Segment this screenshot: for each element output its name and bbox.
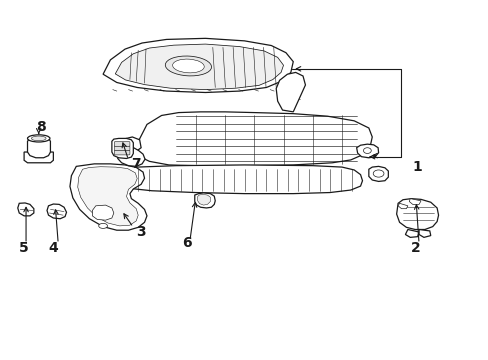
FancyBboxPatch shape: [114, 146, 130, 150]
Polygon shape: [70, 164, 147, 230]
FancyBboxPatch shape: [114, 150, 130, 155]
Polygon shape: [115, 44, 283, 90]
Polygon shape: [396, 199, 438, 229]
Polygon shape: [194, 193, 215, 208]
Text: 8: 8: [36, 120, 45, 134]
Polygon shape: [368, 166, 387, 181]
Polygon shape: [92, 205, 114, 220]
Text: 2: 2: [410, 241, 420, 255]
Polygon shape: [405, 229, 418, 237]
FancyBboxPatch shape: [114, 141, 130, 146]
Polygon shape: [47, 204, 66, 219]
Polygon shape: [122, 137, 141, 152]
Polygon shape: [197, 194, 210, 205]
Polygon shape: [132, 112, 371, 166]
Ellipse shape: [172, 59, 204, 73]
Polygon shape: [276, 72, 305, 112]
Polygon shape: [24, 152, 53, 163]
Polygon shape: [397, 203, 407, 209]
Text: 3: 3: [136, 225, 145, 239]
Ellipse shape: [27, 135, 50, 142]
Ellipse shape: [372, 170, 383, 177]
Polygon shape: [356, 144, 378, 158]
Text: 5: 5: [19, 241, 29, 255]
Ellipse shape: [363, 148, 370, 153]
Text: 4: 4: [48, 241, 58, 255]
Text: 6: 6: [182, 236, 191, 250]
Polygon shape: [78, 167, 138, 226]
Text: 7: 7: [131, 157, 141, 171]
Polygon shape: [418, 229, 430, 237]
Ellipse shape: [165, 56, 211, 76]
Polygon shape: [18, 203, 34, 216]
Polygon shape: [118, 147, 145, 166]
Polygon shape: [408, 199, 420, 204]
Ellipse shape: [99, 224, 107, 228]
Polygon shape: [103, 39, 293, 93]
Ellipse shape: [31, 136, 46, 141]
Polygon shape: [114, 165, 362, 194]
Polygon shape: [27, 137, 50, 158]
Polygon shape: [112, 138, 133, 158]
Text: 1: 1: [412, 161, 422, 175]
